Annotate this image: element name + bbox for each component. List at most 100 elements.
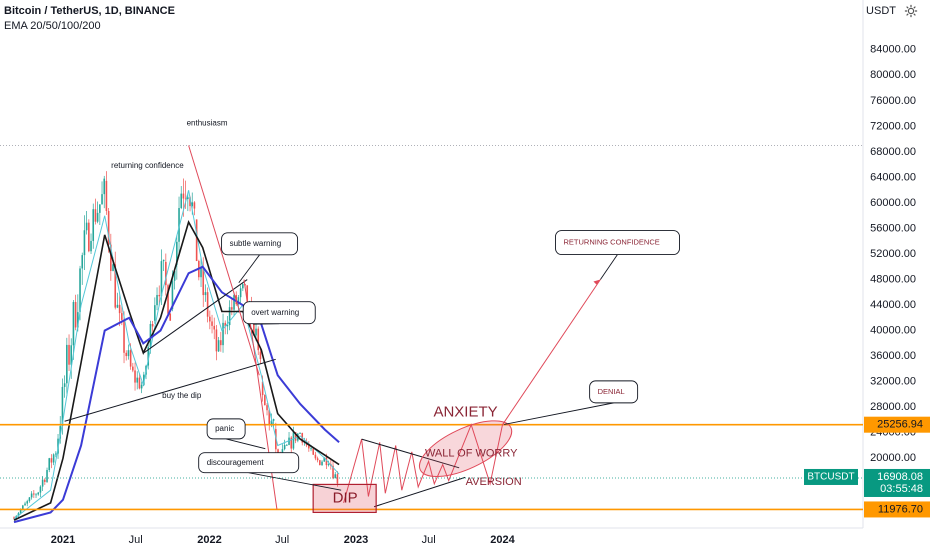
candle-body xyxy=(112,264,114,271)
candle-body xyxy=(217,340,220,352)
symbol-tag-bg[interactable] xyxy=(804,468,858,485)
candle-body xyxy=(332,465,334,479)
projection-arrowhead xyxy=(593,279,601,285)
candle-body xyxy=(116,304,119,308)
candle-body xyxy=(314,454,317,459)
candle-body xyxy=(334,474,337,479)
y-tick-label: 84000.00 xyxy=(870,44,916,56)
candle-body xyxy=(211,321,213,326)
annotation-subtle-warning: subtle warning xyxy=(230,239,282,248)
callout-pointer-12 xyxy=(600,254,618,280)
candle-body xyxy=(204,292,207,296)
countdown-label: 03:55:48 xyxy=(880,483,923,495)
gear-icon[interactable] xyxy=(904,4,918,18)
y-tick-label: 68000.00 xyxy=(870,146,916,158)
x-tick-label: 2024 xyxy=(490,534,515,546)
candle-body xyxy=(66,344,68,384)
candle-body xyxy=(209,316,211,322)
candle-body xyxy=(81,255,84,269)
candle-body xyxy=(17,513,20,517)
candle-body xyxy=(46,470,48,482)
callout-box-12 xyxy=(555,230,680,255)
annotation-buy-the-dip: buy the dip xyxy=(162,391,202,400)
candle-body xyxy=(323,457,326,462)
y-tick-label: 20000.00 xyxy=(870,452,916,464)
last-price-label: 16908.08 xyxy=(877,471,923,483)
candle-body xyxy=(33,493,35,495)
candle-body xyxy=(70,345,73,365)
candle-body xyxy=(37,492,40,495)
candle-body xyxy=(77,312,79,328)
candle-body xyxy=(50,458,53,463)
candle-body xyxy=(105,180,108,212)
wedge-top-line xyxy=(361,438,460,469)
candle-body xyxy=(118,304,121,314)
projection-path xyxy=(343,279,601,504)
candle-body xyxy=(231,307,233,310)
candle-body xyxy=(79,268,81,313)
candle-body xyxy=(136,377,139,383)
y-tick-label: 48000.00 xyxy=(870,273,916,285)
candle-body xyxy=(246,285,249,307)
candle-body xyxy=(149,323,152,348)
annotation-dip: DIP xyxy=(333,489,358,506)
candle-body xyxy=(24,503,26,506)
indicator-label[interactable]: EMA 20/50/100/200 xyxy=(4,20,101,32)
candle-body xyxy=(61,386,64,427)
candle-body xyxy=(85,222,88,231)
callout-box-5 xyxy=(206,418,246,440)
candle-body xyxy=(220,340,222,346)
y-tick-label: 64000.00 xyxy=(870,171,916,183)
y-tick-label: 72000.00 xyxy=(870,120,916,132)
level-tag-bg-1 xyxy=(864,501,930,518)
candle-body xyxy=(94,209,97,222)
candle-body xyxy=(308,445,310,449)
ema50-line xyxy=(13,220,340,521)
candle-body xyxy=(55,453,57,455)
currency-label[interactable]: USDT xyxy=(866,5,896,17)
ema100-line xyxy=(13,265,340,524)
candle-body xyxy=(288,437,290,445)
candle-body xyxy=(257,328,260,351)
candle-body xyxy=(160,261,163,297)
candle-body xyxy=(13,517,15,519)
candle-body xyxy=(134,370,136,383)
candle-body xyxy=(272,419,275,421)
y-tick-label: 60000.00 xyxy=(870,197,916,209)
candle-body xyxy=(90,240,92,252)
candle-body xyxy=(167,285,169,314)
candle-body xyxy=(233,295,235,310)
candle-body xyxy=(224,322,227,327)
candle-body xyxy=(151,323,154,327)
candle-body xyxy=(127,350,130,357)
candle-body xyxy=(140,384,143,389)
y-tick-label: 52000.00 xyxy=(870,248,916,260)
candle-body xyxy=(156,294,158,306)
candle-body xyxy=(63,383,66,387)
candle-body xyxy=(129,350,132,367)
candle-body xyxy=(270,420,273,425)
y-tick-label: 80000.00 xyxy=(870,69,916,81)
candle-body xyxy=(193,202,196,209)
candle-body xyxy=(41,479,44,487)
candle-body xyxy=(171,280,174,310)
y-tick-label: 44000.00 xyxy=(870,299,916,311)
y-tick-label: 40000.00 xyxy=(870,325,916,337)
candle-body xyxy=(101,194,103,205)
candle-body xyxy=(88,222,90,252)
candle-body xyxy=(178,208,180,242)
candle-body xyxy=(74,302,77,328)
candle-body xyxy=(19,509,22,514)
y-tick-label: 56000.00 xyxy=(870,222,916,234)
y-tick-label: 28000.00 xyxy=(870,401,916,413)
candle-body xyxy=(99,204,101,213)
candle-body xyxy=(158,294,161,297)
callout-pointer-2 xyxy=(238,254,260,284)
y-tick-label: 32000.00 xyxy=(870,376,916,388)
x-tick-label: 2021 xyxy=(51,534,75,546)
candle-body xyxy=(162,259,165,262)
annotation-overt-warning: overt warning xyxy=(251,308,299,317)
candle-body xyxy=(138,377,141,389)
level-tag-label-1: 11976.70 xyxy=(878,503,923,515)
